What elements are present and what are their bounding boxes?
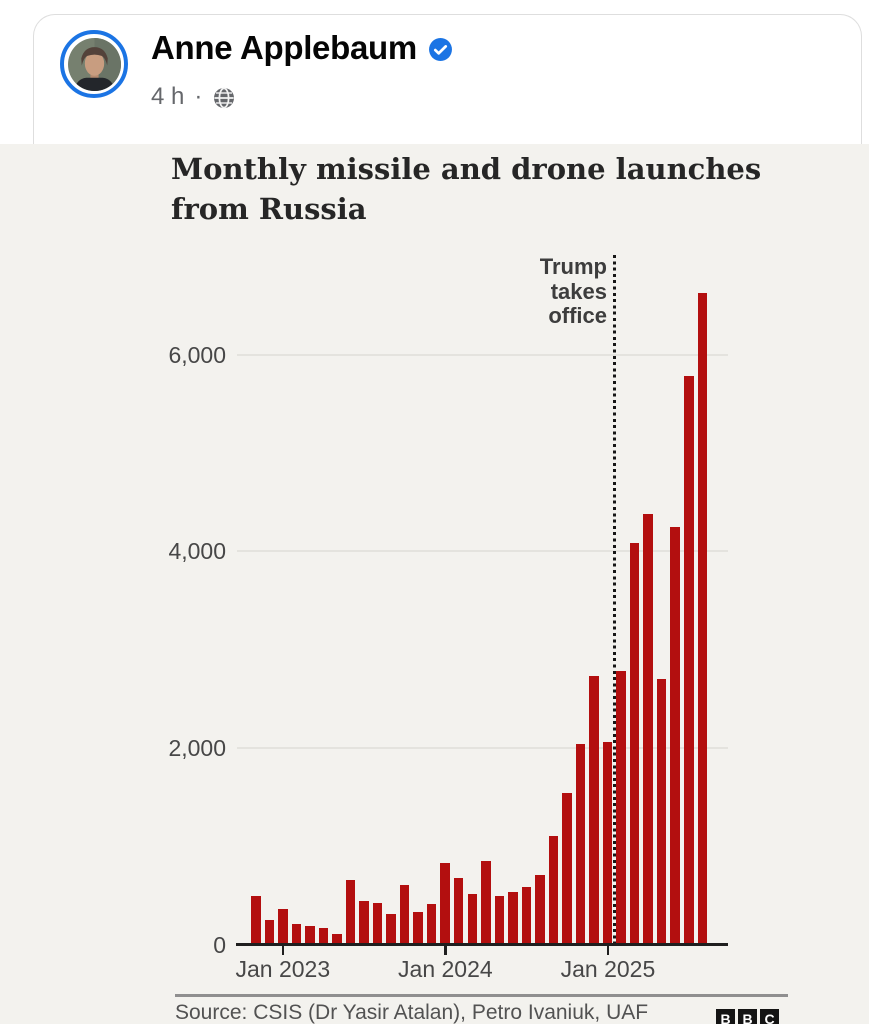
bar-dec-2022 <box>264 919 275 945</box>
bar-aug-2023 <box>372 902 383 945</box>
bar-jul-2024 <box>521 887 532 945</box>
x-axis-line <box>236 943 728 946</box>
y-axis-label: 6,000 <box>168 341 226 368</box>
portrait-image <box>67 37 121 91</box>
bar-jun-2025 <box>670 527 680 945</box>
plot-area <box>237 292 727 945</box>
bbc-logo-block: B <box>738 1009 757 1024</box>
x-axis-label: Jan 2025 <box>560 956 656 982</box>
footer-divider <box>175 994 788 997</box>
bar-jun-2023 <box>345 880 356 945</box>
gridline-2000 <box>237 747 728 750</box>
x-axis-label: Jan 2023 <box>235 956 331 982</box>
globe-icon <box>212 86 236 110</box>
bar-jul-2023 <box>359 901 369 945</box>
x-axis-tick <box>606 946 610 955</box>
x-axis-tick <box>444 946 447 955</box>
bar-mar-2023 <box>305 926 315 945</box>
bar-feb-2025 <box>616 671 626 945</box>
bar-jul-2025 <box>684 376 694 945</box>
timestamp[interactable]: 4 h <box>151 83 185 110</box>
bar-aug-2025 <box>697 292 708 945</box>
bbc-logo-block: C <box>760 1009 779 1024</box>
bar-sep-2024 <box>548 835 559 945</box>
bar-jan-2023 <box>278 909 288 945</box>
x-axis-tick <box>281 946 285 955</box>
bar-dec-2024 <box>589 675 599 945</box>
chart-annotation: Trump takes office <box>539 254 607 328</box>
bar-dec-2023 <box>426 904 437 945</box>
meta-separator: · <box>194 83 203 110</box>
bar-may-2023 <box>332 933 342 945</box>
bar-jan-2025 <box>602 742 613 945</box>
verified-badge-icon <box>428 37 453 62</box>
bar-may-2025 <box>656 679 667 945</box>
x-axis-label: Jan 2024 <box>398 956 493 982</box>
author-row: Anne Applebaum <box>151 29 453 67</box>
source-text: Source: CSIS (Dr Yasir Atalan), Petro Iv… <box>175 1001 649 1024</box>
post-meta: 4 h · <box>151 83 236 111</box>
bar-nov-2022 <box>251 895 261 945</box>
bar-apr-2025 <box>643 514 653 945</box>
chart-title: Monthly missile and drone launches from … <box>171 152 762 226</box>
annotation-dotted-line <box>613 255 616 946</box>
bar-jan-2024 <box>440 863 450 945</box>
y-axis-label: 0 <box>213 932 226 958</box>
gridline-4000 <box>237 550 728 553</box>
bar-feb-2024 <box>453 877 464 945</box>
bar-apr-2024 <box>481 861 491 945</box>
avatar-photo <box>67 37 121 91</box>
y-axis-label: 4,000 <box>168 538 226 565</box>
post-card: Anne Applebaum 4 h · <box>33 14 862 145</box>
gridline-6000 <box>237 353 728 356</box>
bbc-logo-block: B <box>716 1009 735 1024</box>
y-axis-label: 2,000 <box>168 735 226 762</box>
bar-feb-2023 <box>291 923 302 945</box>
avatar[interactable] <box>60 30 128 98</box>
author-name[interactable]: Anne Applebaum <box>151 29 417 66</box>
bar-mar-2024 <box>467 894 477 945</box>
bar-aug-2024 <box>535 875 545 945</box>
post-image-chart[interactable]: Monthly missile and drone launches from … <box>0 144 869 1024</box>
bar-nov-2024 <box>575 744 586 945</box>
bar-jun-2024 <box>508 891 518 945</box>
bbc-logo: B B C <box>716 1009 779 1024</box>
bar-nov-2023 <box>413 911 423 945</box>
bar-oct-2023 <box>399 884 410 945</box>
bar-sep-2023 <box>386 914 396 945</box>
bar-mar-2025 <box>629 542 640 945</box>
bar-may-2024 <box>494 895 505 945</box>
bar-oct-2024 <box>562 793 572 945</box>
bar-apr-2023 <box>318 927 329 945</box>
